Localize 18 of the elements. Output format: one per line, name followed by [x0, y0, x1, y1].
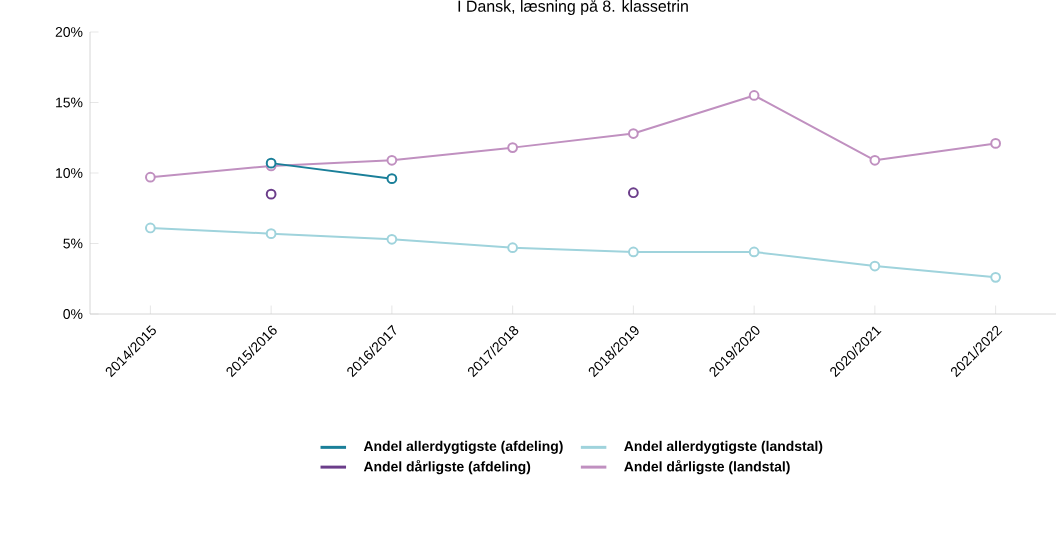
point	[748, 246, 760, 258]
point	[386, 173, 398, 185]
point	[144, 222, 156, 234]
point	[869, 260, 881, 272]
point	[144, 171, 156, 183]
point	[627, 128, 639, 139]
point	[627, 187, 639, 199]
point	[386, 233, 398, 245]
point	[386, 154, 398, 166]
point	[748, 90, 760, 101]
point	[869, 154, 881, 166]
point	[627, 246, 639, 258]
point	[507, 142, 519, 153]
point	[265, 228, 277, 240]
point	[507, 242, 519, 254]
point	[990, 271, 1001, 283]
point	[265, 188, 277, 200]
point	[990, 138, 1001, 149]
